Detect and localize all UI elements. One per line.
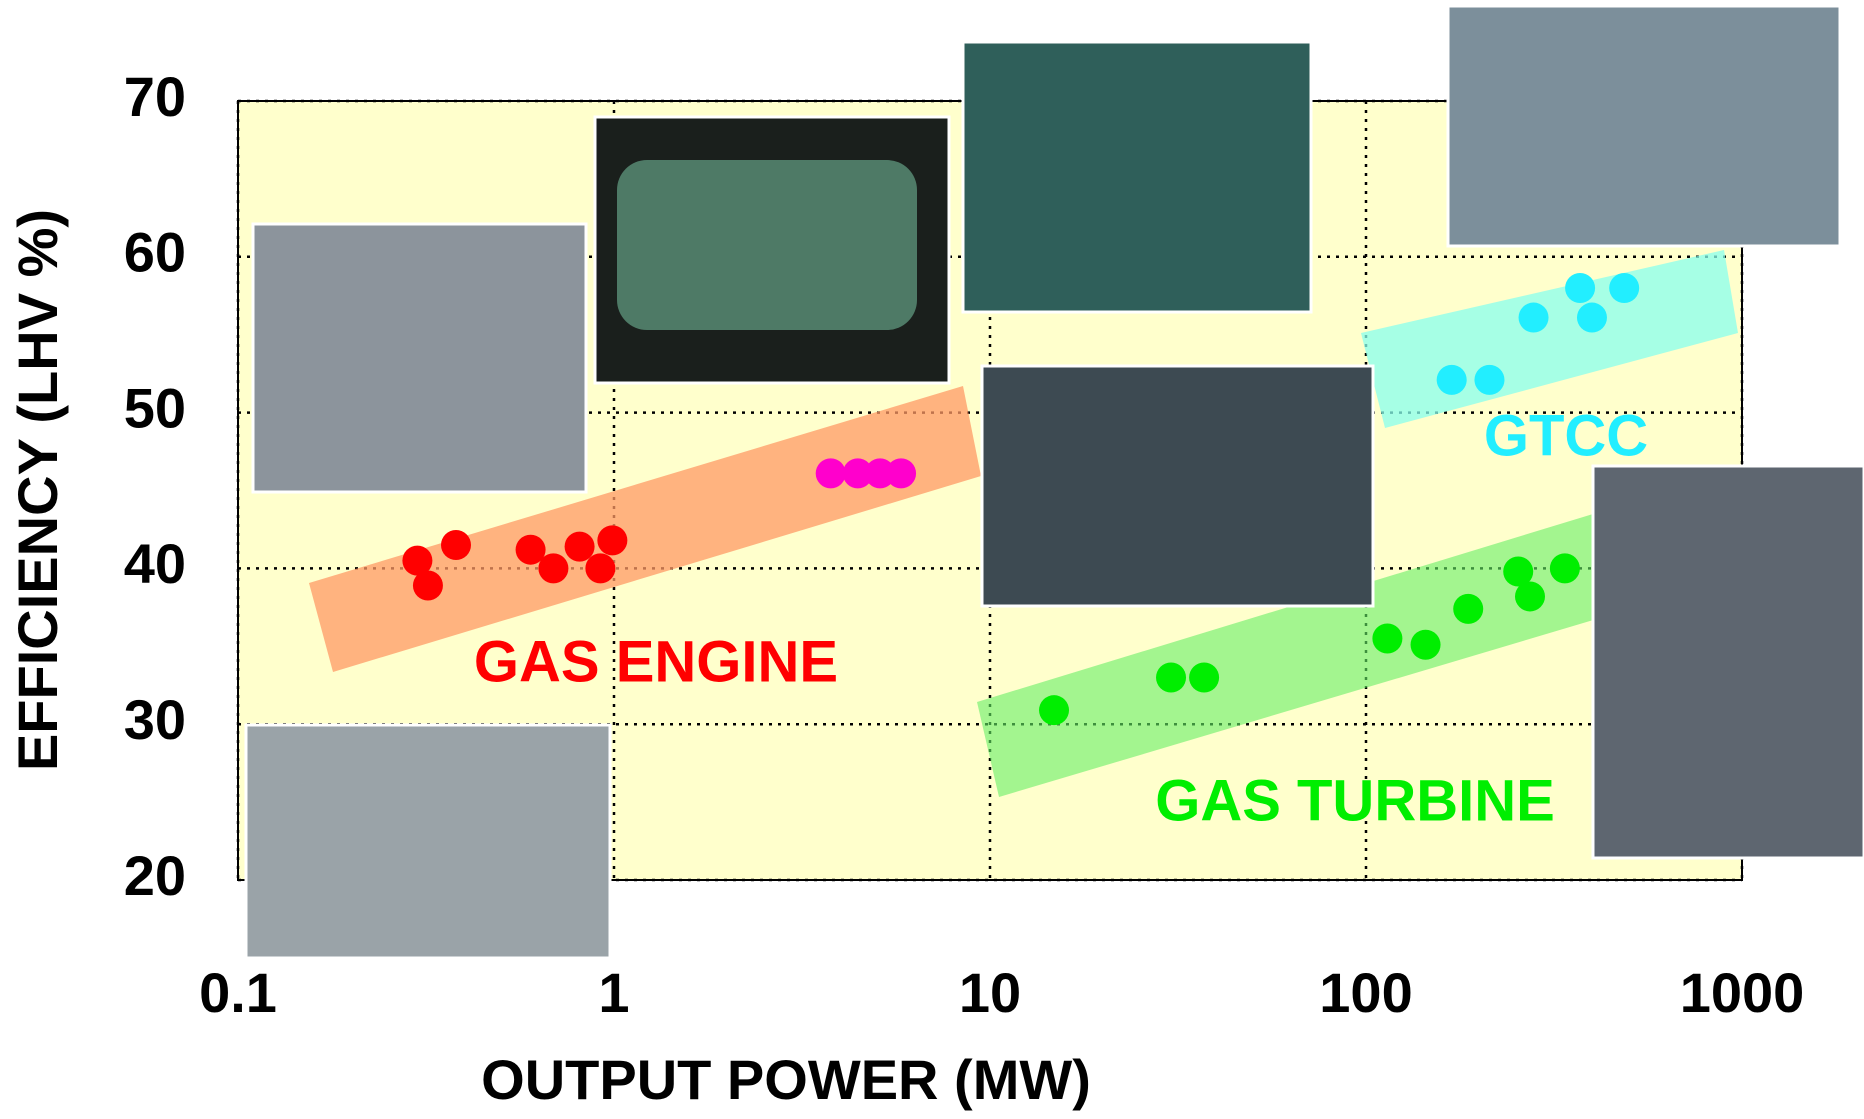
point	[1410, 629, 1441, 660]
series-label: GAS TURBINE	[1155, 768, 1555, 833]
point	[842, 458, 873, 489]
x-tick-label: 1	[598, 961, 629, 1024]
series-label: GTCC	[1484, 403, 1648, 468]
point	[1503, 556, 1534, 587]
point	[597, 525, 628, 556]
y-tick-label: 60	[124, 221, 186, 284]
photo-gtcc-plant	[1446, 4, 1842, 248]
point	[1609, 272, 1640, 303]
x-tick-label: 10	[959, 961, 1021, 1024]
photo-gas-engine-3	[961, 40, 1313, 314]
point	[1565, 272, 1596, 303]
y-tick-label: 70	[124, 65, 186, 128]
point	[538, 553, 569, 584]
photo-gas-engine-1	[251, 222, 588, 494]
point	[1436, 364, 1467, 395]
photo-gas-engine-2-detail	[617, 160, 917, 330]
x-tick-label: 1000	[1680, 961, 1805, 1024]
point	[1453, 593, 1484, 624]
point	[865, 458, 896, 489]
y-tick-label: 20	[124, 844, 186, 907]
photo-gas-turbine-rotor	[980, 364, 1375, 608]
photo-plant-building	[244, 723, 612, 960]
series-label: GAS ENGINE	[474, 629, 838, 694]
photo-steam-turbine	[1591, 464, 1864, 860]
point	[1549, 553, 1580, 584]
gas-engine-band	[309, 386, 981, 672]
x-tick-label: 0.1	[199, 961, 277, 1024]
point	[1189, 662, 1220, 693]
point	[1474, 364, 1505, 395]
y-tick-label: 50	[124, 376, 186, 439]
y-tick-label: 30	[124, 688, 186, 751]
point	[1518, 302, 1549, 333]
point	[1372, 623, 1403, 654]
y-tick-label: 40	[124, 532, 186, 595]
point	[1514, 581, 1545, 612]
point	[440, 530, 471, 561]
point	[515, 534, 546, 565]
point	[1156, 662, 1187, 693]
points	[402, 272, 1640, 726]
gas-turbine-band	[977, 514, 1600, 797]
point	[585, 553, 616, 584]
point	[402, 545, 433, 576]
point	[815, 458, 846, 489]
y-axis-label: EFFICIENCY (LHV %)	[6, 209, 69, 771]
point	[412, 570, 443, 601]
point	[1039, 695, 1070, 726]
x-tick-label: 100	[1319, 961, 1412, 1024]
point	[886, 458, 917, 489]
point	[1576, 302, 1607, 333]
x-axis-label: OUTPUT POWER (MW)	[481, 1048, 1091, 1111]
point	[564, 531, 595, 562]
